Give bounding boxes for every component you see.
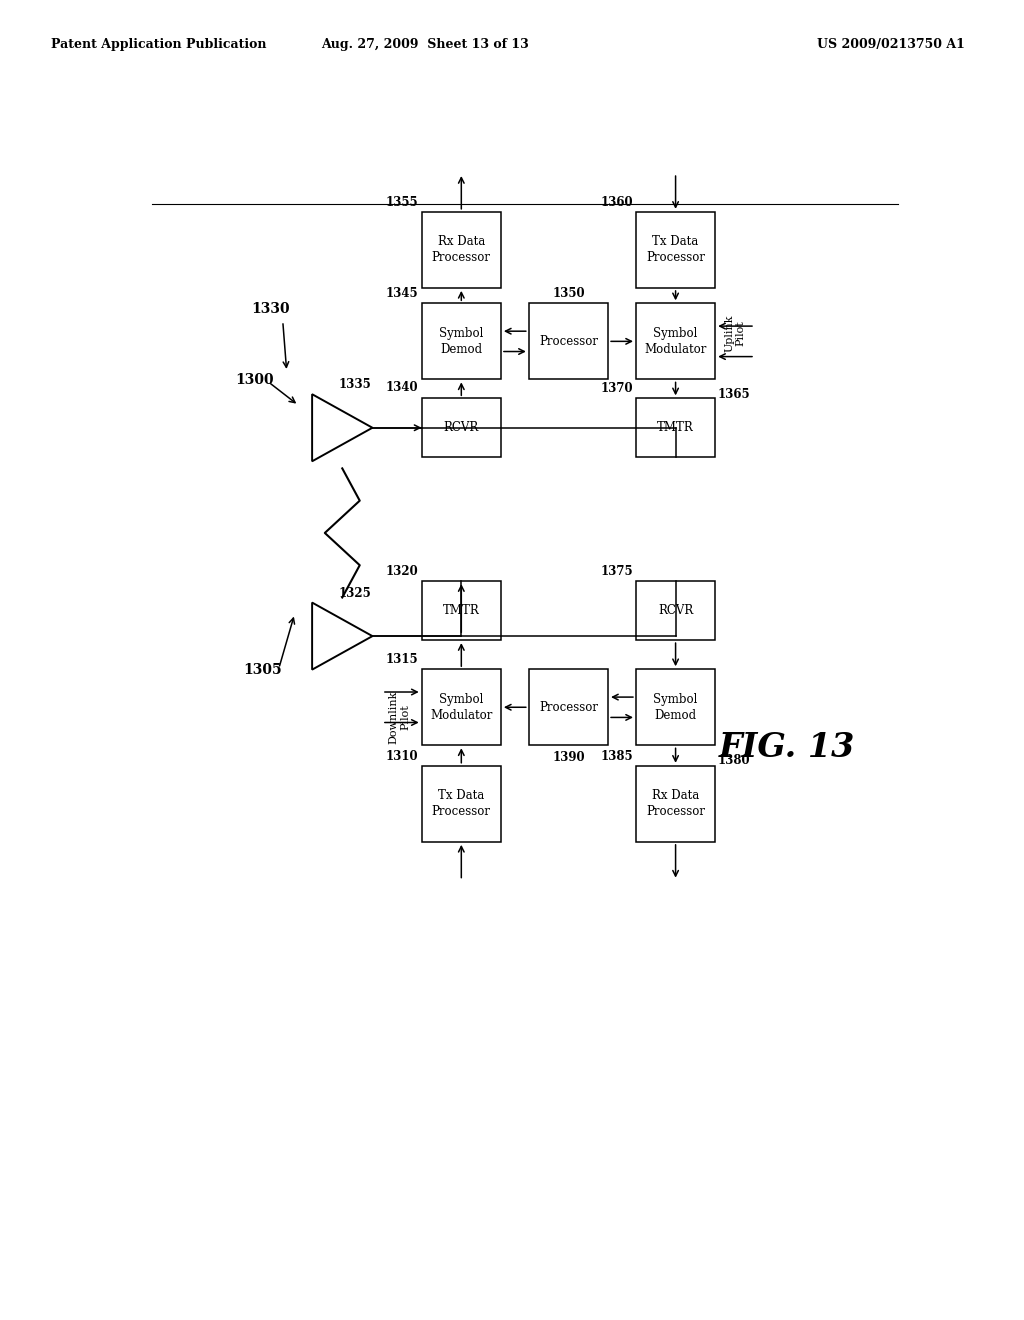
Text: 1340: 1340 xyxy=(386,381,419,395)
Text: 1345: 1345 xyxy=(386,288,419,300)
FancyBboxPatch shape xyxy=(422,581,501,640)
Text: Downlink
Pilot: Downlink Pilot xyxy=(389,690,411,744)
Text: 1380: 1380 xyxy=(718,754,751,767)
Text: 1300: 1300 xyxy=(236,374,273,387)
Text: Tx Data
Processor: Tx Data Processor xyxy=(432,789,490,818)
Text: Patent Application Publication: Patent Application Publication xyxy=(51,38,266,51)
FancyBboxPatch shape xyxy=(422,766,501,842)
FancyBboxPatch shape xyxy=(636,766,715,842)
FancyBboxPatch shape xyxy=(528,669,608,746)
Text: 1375: 1375 xyxy=(600,565,633,578)
Text: 1385: 1385 xyxy=(600,750,633,763)
Text: Rx Data
Processor: Rx Data Processor xyxy=(646,789,706,818)
Text: TMTR: TMTR xyxy=(657,421,694,434)
Text: 1335: 1335 xyxy=(338,378,371,391)
Text: 1320: 1320 xyxy=(386,565,419,578)
Text: Processor: Processor xyxy=(539,335,598,348)
Text: 1360: 1360 xyxy=(600,195,633,209)
Text: 1365: 1365 xyxy=(718,388,751,400)
Text: 1355: 1355 xyxy=(386,195,419,209)
Text: 1315: 1315 xyxy=(386,653,419,667)
Text: RCVR: RCVR xyxy=(658,605,693,618)
Text: 1325: 1325 xyxy=(338,586,371,599)
Text: Aug. 27, 2009  Sheet 13 of 13: Aug. 27, 2009 Sheet 13 of 13 xyxy=(322,38,528,51)
Text: Symbol
Modulator: Symbol Modulator xyxy=(644,327,707,356)
FancyBboxPatch shape xyxy=(636,581,715,640)
Text: RCVR: RCVR xyxy=(443,421,479,434)
Text: Symbol
Demod: Symbol Demod xyxy=(439,327,483,356)
Text: Rx Data
Processor: Rx Data Processor xyxy=(432,235,490,264)
Text: 1390: 1390 xyxy=(553,751,585,764)
Text: Tx Data
Processor: Tx Data Processor xyxy=(646,235,706,264)
FancyBboxPatch shape xyxy=(636,304,715,379)
Text: TMTR: TMTR xyxy=(443,605,479,618)
Text: US 2009/0213750 A1: US 2009/0213750 A1 xyxy=(817,38,965,51)
Text: 1305: 1305 xyxy=(243,663,282,677)
FancyBboxPatch shape xyxy=(422,669,501,746)
Text: Processor: Processor xyxy=(539,701,598,714)
Text: 1370: 1370 xyxy=(600,383,633,395)
FancyBboxPatch shape xyxy=(636,669,715,746)
Text: 1310: 1310 xyxy=(386,750,419,763)
FancyBboxPatch shape xyxy=(422,399,501,457)
FancyBboxPatch shape xyxy=(636,211,715,288)
Text: FIG. 13: FIG. 13 xyxy=(719,731,855,764)
Text: Uplink
Pilot: Uplink Pilot xyxy=(724,314,745,352)
FancyBboxPatch shape xyxy=(636,399,715,457)
Text: 1330: 1330 xyxy=(251,302,290,315)
Text: 1350: 1350 xyxy=(553,288,585,300)
FancyBboxPatch shape xyxy=(422,211,501,288)
FancyBboxPatch shape xyxy=(422,304,501,379)
FancyBboxPatch shape xyxy=(528,304,608,379)
Text: Symbol
Demod: Symbol Demod xyxy=(653,693,697,722)
Text: Symbol
Modulator: Symbol Modulator xyxy=(430,693,493,722)
